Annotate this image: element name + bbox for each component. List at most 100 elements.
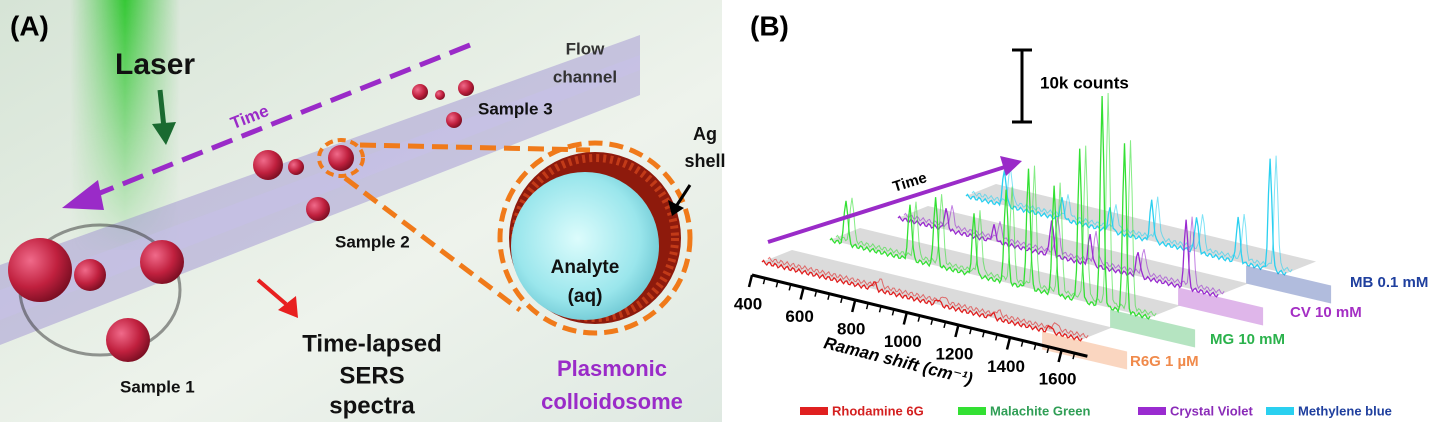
caption: Time-lapsed [302, 330, 442, 357]
legend-swatch [1138, 407, 1166, 415]
minor-tick [801, 287, 805, 294]
sample-ribbon [1246, 265, 1332, 304]
spectrum-line [835, 92, 1157, 317]
time-arrow [89, 42, 471, 200]
caption: SERS [339, 362, 404, 389]
time-arrow [767, 164, 1009, 244]
sphere [253, 150, 283, 180]
minor-tick [878, 306, 882, 313]
minor-tick [956, 324, 960, 332]
spectrum-plane [898, 206, 1249, 296]
minor-tick [904, 312, 908, 319]
sphere [306, 197, 330, 221]
minor-tick [1072, 352, 1076, 360]
minor-tick [981, 331, 985, 338]
legend-swatch [800, 407, 828, 415]
zoom-ring [317, 138, 365, 178]
sample-label: Sample 3 [478, 99, 553, 118]
sphere [458, 80, 474, 96]
panel-a: (A) Laser Time Flow channel Sample 3 Ag … [0, 0, 726, 422]
laser-arrow [157, 89, 167, 129]
sphere [8, 238, 72, 302]
spectrum-line [965, 158, 1287, 276]
ag-shell-label: shell [684, 151, 725, 171]
minor-tick [930, 318, 934, 325]
sphere [435, 90, 445, 100]
time-arrowhead [62, 180, 104, 210]
ag-shell-label: Ag [693, 124, 717, 144]
legend-label: Methylene blue [1298, 403, 1392, 418]
minor-tick [1033, 343, 1037, 350]
zoom-line [359, 142, 591, 153]
flow-channel-label: Flow [566, 39, 605, 58]
minor-tick [1007, 337, 1011, 344]
red-arrowhead [278, 296, 298, 318]
legend-swatch [958, 407, 986, 415]
shell-texture [511, 154, 679, 322]
minor-tick [749, 274, 753, 282]
sample-ribbon [1178, 287, 1264, 326]
scale-bar-label: 10k counts [1040, 73, 1129, 92]
colloidosome-label: Plasmonic [557, 356, 667, 381]
spectrum-line [897, 208, 1219, 298]
minor-tick [775, 281, 779, 288]
spectrum-plane [830, 228, 1181, 318]
sphere [328, 145, 354, 171]
legend-label: Crystal Violet [1170, 403, 1254, 418]
sample-label: Sample 2 [335, 232, 410, 251]
x-tick-label: 1600 [1039, 369, 1077, 388]
flow-channel-label: channel [553, 67, 617, 86]
time-arrowhead [1000, 156, 1022, 176]
minor-tick [1020, 340, 1024, 347]
spectrum-line [761, 259, 1083, 342]
analyte-label: Analyte [551, 257, 620, 278]
zoom-circle [497, 140, 693, 336]
panel-label: (A) [10, 10, 49, 41]
laser-label: Laser [115, 48, 195, 81]
legend-label: Rhodamine 6G [832, 403, 924, 418]
legend-label: Malachite Green [990, 403, 1090, 418]
sample-label: CV 10 mM [1290, 304, 1362, 321]
x-tick-label: 800 [837, 319, 865, 338]
legend-swatch [1266, 407, 1294, 415]
spectrum-line [903, 205, 1225, 295]
sphere [74, 259, 106, 291]
shell-arrowhead [668, 200, 684, 216]
zoom-line [343, 176, 522, 312]
x-tick-label: 1000 [884, 332, 922, 351]
minor-tick [788, 284, 792, 291]
x-tick-label: 1400 [987, 357, 1025, 376]
minor-tick [827, 293, 831, 300]
x-tick-label: 400 [734, 294, 762, 313]
minor-tick [994, 334, 998, 341]
x-tick-label: 600 [785, 307, 813, 326]
shell-arrow [675, 184, 692, 206]
minor-tick [840, 296, 844, 304]
minor-tick [917, 315, 921, 322]
analyte-label: (aq) [568, 286, 603, 307]
spectrum-plane [762, 250, 1113, 340]
minor-tick [814, 290, 818, 297]
sample-ribbon [1042, 331, 1128, 370]
minor-tick [943, 321, 947, 329]
colloidosome-label: colloidosome [541, 389, 683, 414]
spectrum-line [971, 155, 1293, 273]
minor-tick [1059, 349, 1063, 357]
minor-tick [852, 299, 856, 307]
minor-tick [969, 327, 973, 335]
sphere [106, 318, 150, 362]
colloidosomes [8, 80, 474, 362]
minor-tick [762, 277, 766, 285]
panel-label: (B) [750, 10, 789, 41]
spectrum-line [767, 256, 1089, 339]
sample-ribbon [1110, 309, 1196, 348]
laser-arrowhead [152, 122, 176, 145]
caption: spectra [329, 392, 415, 419]
red-arrow [256, 278, 288, 306]
sample-label: MB 0.1 mM [1350, 274, 1428, 291]
sphere [446, 112, 462, 128]
minor-tick [865, 302, 869, 310]
sample-label: R6G 1 µM [1130, 353, 1199, 370]
sphere [140, 240, 184, 284]
